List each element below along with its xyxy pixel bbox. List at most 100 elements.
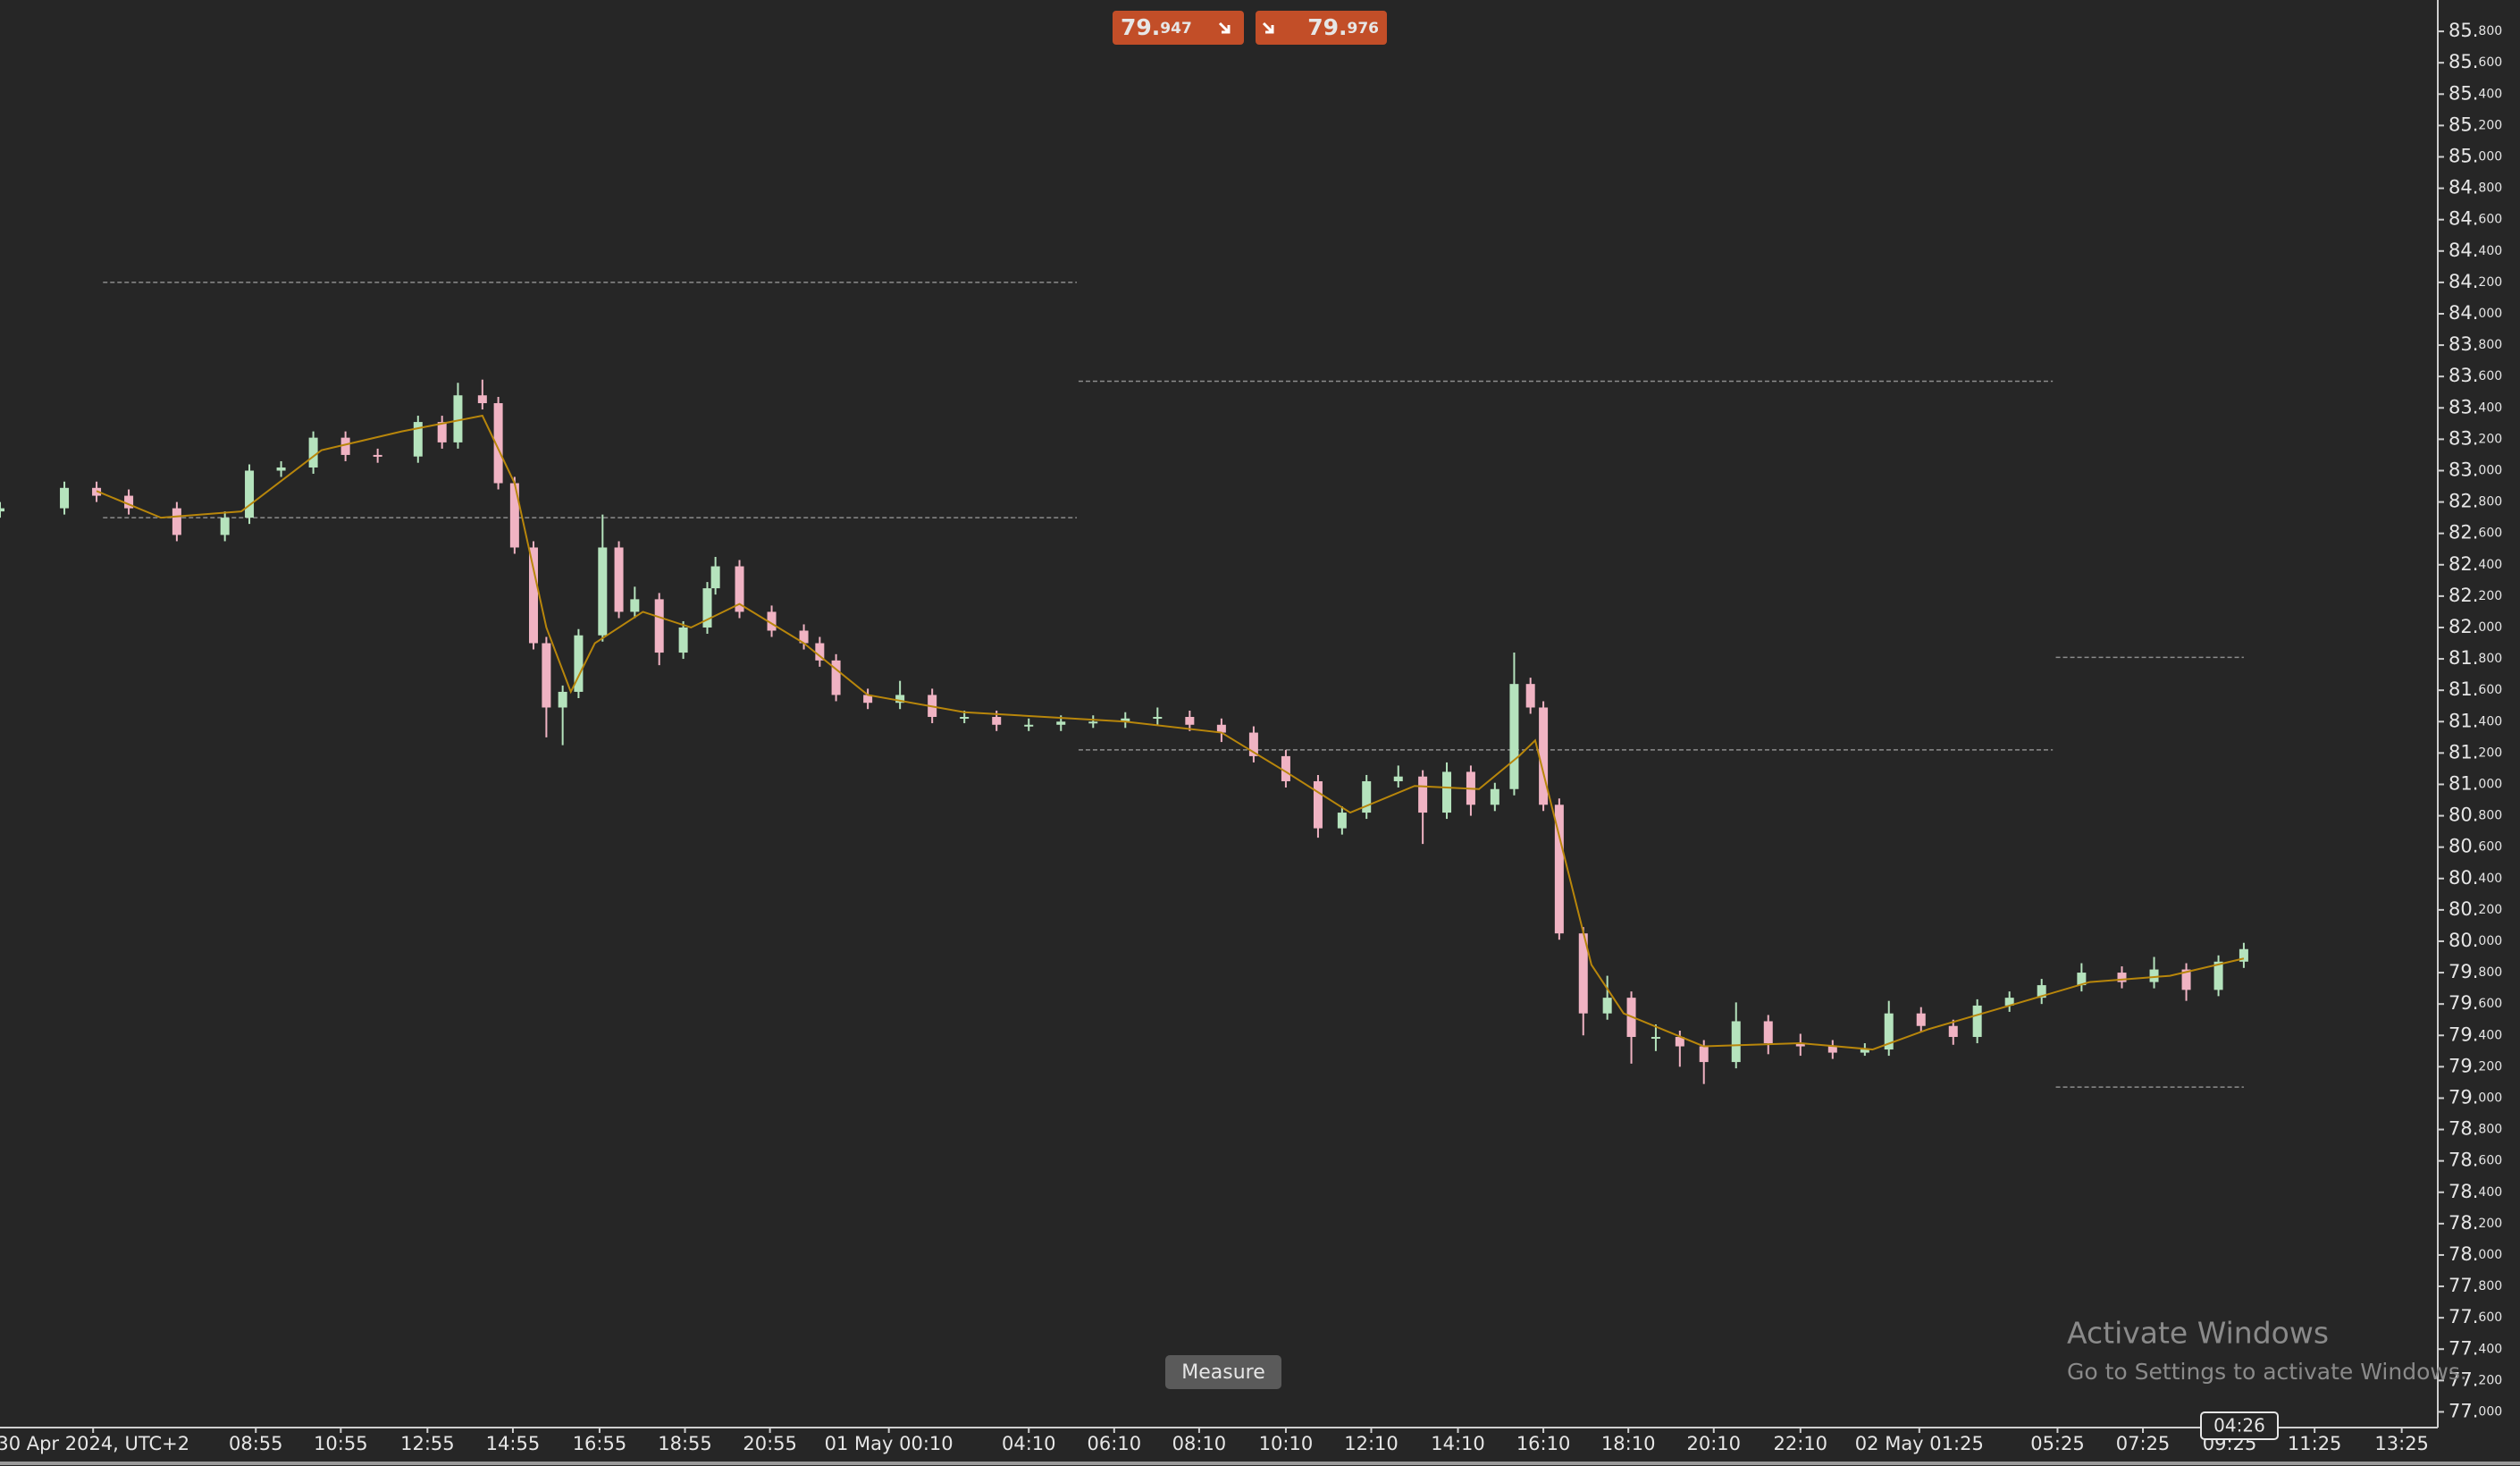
candle-body — [220, 518, 230, 535]
y-tick-label: 77.800 — [2449, 1275, 2502, 1296]
y-tick-label: 79.600 — [2449, 992, 2502, 1014]
candle-body — [509, 483, 519, 548]
y-tick-label: 77.000 — [2449, 1400, 2502, 1421]
y-tick-label: 85.600 — [2449, 51, 2502, 72]
x-tick-label: 10:10 — [1259, 1433, 1314, 1454]
candle-body — [702, 588, 712, 628]
watermark-subtitle: Go to Settings to activate Windows. — [2067, 1359, 2467, 1385]
y-tick-label: 84.800 — [2449, 177, 2502, 198]
candle-body — [1153, 717, 1163, 720]
y-tick-label: 79.400 — [2449, 1024, 2502, 1045]
y-tick-label: 84.000 — [2449, 302, 2502, 324]
y-tick-label: 77.600 — [2449, 1306, 2502, 1327]
x-tick-label: 18:55 — [658, 1433, 712, 1454]
x-tick-label: 20:55 — [743, 1433, 797, 1454]
candle-body — [413, 422, 423, 457]
candle-body — [2213, 961, 2223, 990]
candle-body — [1699, 1046, 1709, 1063]
buy-arrow — [1262, 21, 1274, 34]
y-tick-label: 78.000 — [2449, 1243, 2502, 1265]
candle-body — [1185, 717, 1195, 725]
candle-body — [373, 454, 382, 457]
y-tick-label: 85.800 — [2449, 20, 2502, 41]
candle-body — [598, 547, 608, 636]
y-tick-label: 82.000 — [2449, 616, 2502, 637]
candle-body — [1281, 755, 1290, 781]
x-tick-label: 18:10 — [1601, 1433, 1656, 1454]
y-tick-label: 84.200 — [2449, 271, 2502, 292]
candle-body — [1024, 724, 1034, 727]
y-tick-label: 83.600 — [2449, 365, 2502, 386]
x-tick-label: 02 May 01:25 — [1855, 1433, 1984, 1454]
y-tick-label: 82.600 — [2449, 522, 2502, 543]
x-tick-label: 08:55 — [229, 1433, 283, 1454]
y-tick-label: 81.400 — [2449, 710, 2502, 731]
y-tick-label: 81.600 — [2449, 678, 2502, 700]
candle-body — [1216, 724, 1226, 733]
y-tick-label: 85.000 — [2449, 145, 2502, 166]
y-tick-label: 80.600 — [2449, 836, 2502, 857]
candle-body — [831, 660, 841, 695]
candle-body — [0, 508, 4, 512]
buy-box[interactable] — [1256, 11, 1387, 45]
y-tick-label: 78.800 — [2449, 1118, 2502, 1140]
candle-body — [1509, 684, 1519, 789]
x-tick-label: 14:55 — [486, 1433, 541, 1454]
candle-body — [863, 695, 873, 704]
cursor-time-box — [2200, 1411, 2279, 1440]
measure-button[interactable] — [1165, 1355, 1281, 1389]
y-tick-label: 79.000 — [2449, 1086, 2502, 1108]
y-tick-label: 83.800 — [2449, 333, 2502, 355]
x-tick-label: 13:25 — [2374, 1433, 2429, 1454]
x-tick-label: 01 May 00:10 — [825, 1433, 953, 1454]
candle-body — [2077, 973, 2087, 986]
candle-body — [614, 547, 624, 612]
candle-body — [630, 599, 640, 612]
y-tick-label: 79.800 — [2449, 961, 2502, 982]
candle-body — [1525, 684, 1535, 708]
candle-body — [1884, 1013, 1894, 1050]
x-tick-label: 20:10 — [1686, 1433, 1741, 1454]
candle-body — [960, 717, 970, 720]
x-tick-label: 06:10 — [1088, 1433, 1142, 1454]
candle-body — [1418, 776, 1428, 813]
candle-body — [1121, 718, 1130, 722]
y-tick-label: 81.200 — [2449, 741, 2502, 762]
x-tick-label: 05:25 — [2030, 1433, 2085, 1454]
x-tick-label: 07:25 — [2116, 1433, 2171, 1454]
sell-box[interactable] — [1113, 11, 1244, 45]
y-tick-label: 83.400 — [2449, 396, 2502, 417]
y-tick-label: 79.200 — [2449, 1055, 2502, 1076]
y-tick-label: 84.400 — [2449, 240, 2502, 261]
candle-body — [172, 508, 181, 535]
candle-body — [1056, 721, 1066, 725]
plot-area — [0, 282, 2248, 1088]
candle-body — [2239, 948, 2248, 962]
x-tick-label: 12:10 — [1344, 1433, 1399, 1454]
candle-body — [1675, 1037, 1684, 1047]
y-tick-label: 82.800 — [2449, 491, 2502, 512]
y-tick-label: 80.200 — [2449, 898, 2502, 920]
candle-body — [1393, 776, 1403, 781]
y-tick-label: 77.400 — [2449, 1337, 2502, 1359]
candle-body — [60, 487, 70, 509]
candle-body — [1313, 780, 1323, 829]
y-tick-label: 85.400 — [2449, 82, 2502, 104]
measure-label: Measure — [1181, 1361, 1265, 1384]
x-tick-label: 12:55 — [400, 1433, 455, 1454]
x-tick-label: 22:10 — [1774, 1433, 1828, 1454]
candle-body — [453, 395, 463, 442]
candle-body — [1578, 933, 1588, 1014]
candle-body — [2037, 985, 2046, 998]
x-tick-label: 30 Apr 2024, UTC+2 — [0, 1433, 189, 1454]
candle-body — [2004, 998, 2014, 1006]
candle-body — [1916, 1013, 1926, 1026]
candle-body — [1554, 805, 1564, 934]
y-tick-label: 83.200 — [2449, 427, 2502, 449]
candle-body — [1972, 1005, 1982, 1038]
candle-body — [308, 437, 318, 468]
x-tick-label: 08:10 — [1172, 1433, 1227, 1454]
moving-average — [96, 414, 2245, 1051]
